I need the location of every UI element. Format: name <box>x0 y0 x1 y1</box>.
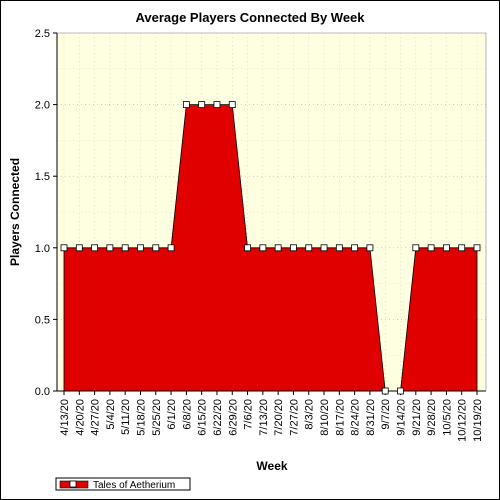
y-axis-ticks: 0.0 0.5 1.0 1.5 2.0 2.5 <box>35 28 57 398</box>
x-tick-label: 7/27/20 <box>288 399 300 436</box>
data-point-marker <box>91 244 98 252</box>
x-tick-label: 6/1/20 <box>166 399 178 430</box>
x-tick-label: 5/25/20 <box>151 399 163 436</box>
y-axis-title: Players Connected <box>8 158 22 266</box>
x-tick-label: 4/20/20 <box>74 399 86 436</box>
data-point-marker <box>182 101 190 108</box>
x-tick-label: 9/7/20 <box>380 399 392 430</box>
data-point-marker <box>335 244 343 252</box>
data-point-marker <box>244 244 251 252</box>
data-point-marker <box>121 244 129 252</box>
data-point-marker <box>106 244 114 252</box>
data-point-marker <box>137 244 144 252</box>
x-tick-label: 4/27/20 <box>90 399 102 436</box>
data-point-marker <box>274 244 282 252</box>
y-tick-label: 0.5 <box>35 314 50 326</box>
data-point-marker <box>167 244 175 252</box>
data-point-marker <box>305 244 313 252</box>
chart-title: Average Players Connected By Week <box>135 10 365 25</box>
x-tick-label: 10/5/20 <box>441 399 453 436</box>
x-tick-label: 4/13/20 <box>59 399 71 436</box>
y-tick-label: 1.0 <box>35 243 50 255</box>
x-tick-label: 9/21/20 <box>411 399 423 436</box>
data-point-marker <box>228 101 236 108</box>
data-point-marker <box>290 244 297 252</box>
data-point-marker <box>152 244 160 252</box>
data-point-marker <box>198 101 206 108</box>
x-tick-label: 5/4/20 <box>105 399 117 430</box>
x-tick-label: 6/22/20 <box>212 399 224 436</box>
x-tick-label: 8/31/20 <box>365 399 377 436</box>
y-tick-label: 1.5 <box>35 171 50 183</box>
y-tick-label: 2.5 <box>35 28 50 40</box>
data-point-marker <box>366 244 374 252</box>
x-tick-label: 5/18/20 <box>135 399 147 436</box>
x-tick-label: 8/24/20 <box>350 399 362 436</box>
data-point-marker <box>427 244 435 252</box>
x-tick-label: 8/10/20 <box>319 399 331 436</box>
data-point-marker <box>213 101 221 108</box>
x-axis-ticks: 4/13/20 4/20/20 4/27/20 5/4/20 5/11/20 5/18/2… <box>59 391 484 442</box>
data-point-marker <box>60 244 68 252</box>
data-point-marker <box>75 244 83 252</box>
x-tick-label: 6/29/20 <box>227 399 239 436</box>
x-tick-label: 10/12/20 <box>457 399 469 442</box>
x-tick-label: 7/13/20 <box>258 399 270 436</box>
x-tick-label: 9/28/20 <box>426 399 438 436</box>
data-point-marker <box>259 244 267 252</box>
legend-marker-icon <box>69 480 77 488</box>
y-tick-label: 0.0 <box>35 386 50 398</box>
x-axis-title: Week <box>256 459 287 473</box>
x-tick-label: 7/6/20 <box>243 399 255 430</box>
legend-box <box>55 477 191 491</box>
data-point-marker <box>443 244 450 252</box>
data-point-marker <box>381 387 389 395</box>
x-tick-label: 6/8/20 <box>181 399 193 430</box>
data-point-marker <box>412 244 420 252</box>
data-point-marker <box>351 244 359 252</box>
x-tick-label: 7/20/20 <box>273 399 285 436</box>
data-point-marker <box>320 244 328 252</box>
y-tick-label: 2.0 <box>35 100 50 112</box>
legend-label: Tales of Aetherium <box>93 480 175 491</box>
x-tick-label: 5/11/20 <box>120 399 132 435</box>
x-tick-label: 8/3/20 <box>304 399 316 430</box>
data-point-marker <box>458 244 466 252</box>
x-tick-label: 6/15/20 <box>197 399 209 436</box>
axes <box>56 32 487 392</box>
x-tick-label: 8/17/20 <box>334 399 346 436</box>
x-tick-label: 9/14/20 <box>396 399 408 436</box>
x-tick-label: 10/19/20 <box>472 399 484 442</box>
data-point-marker <box>397 387 404 395</box>
legend: Tales of Aetherium <box>55 477 191 491</box>
data-point-marker <box>473 244 481 252</box>
data-markers <box>60 101 481 395</box>
